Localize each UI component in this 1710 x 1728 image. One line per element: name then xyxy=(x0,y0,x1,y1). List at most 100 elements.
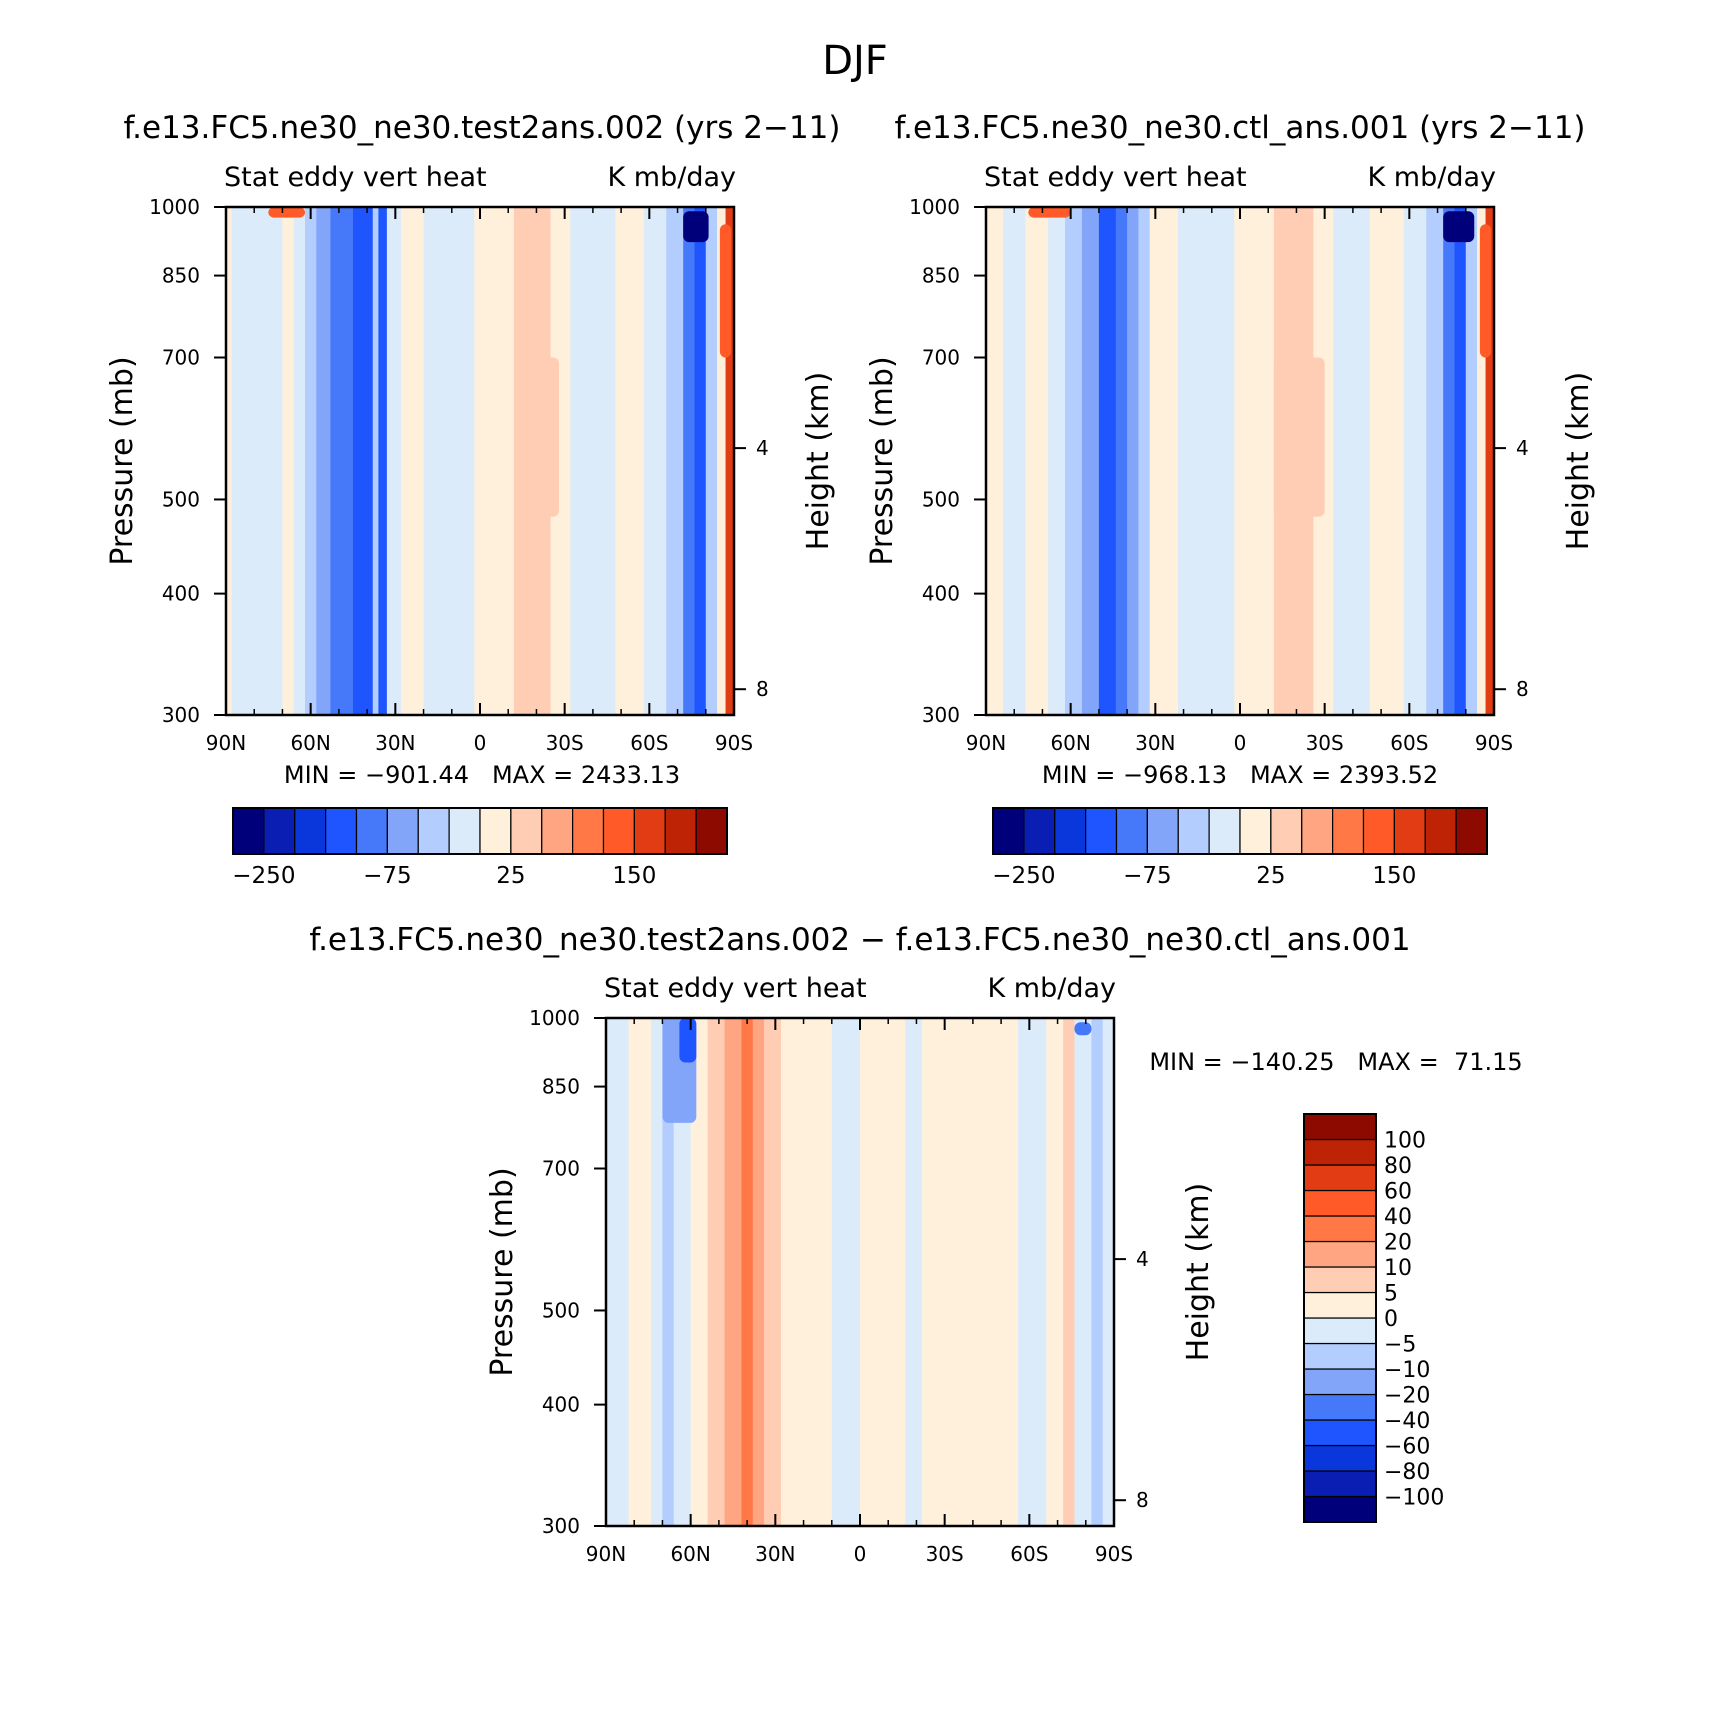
figure-title: DJF xyxy=(822,38,888,84)
units-label: K mb/day xyxy=(988,973,1117,1004)
colorbar-label: 10 xyxy=(1384,1256,1412,1281)
colorbar-box xyxy=(572,807,605,855)
contour-band xyxy=(707,1018,726,1526)
colorbar-box xyxy=(1303,1444,1377,1472)
contour-band xyxy=(628,1018,652,1526)
contour-band xyxy=(330,207,354,715)
colorbar-box xyxy=(1332,807,1365,855)
colorbar-box xyxy=(1303,1495,1377,1523)
colorbar-box xyxy=(633,807,666,855)
panel-test2ans: f.e13.FC5.ne30_ne30.test2ans.002 (yrs 2−… xyxy=(105,110,840,889)
contour-band xyxy=(570,207,617,715)
colorbar-box xyxy=(1239,807,1272,855)
contour-band xyxy=(1443,207,1456,715)
contour-band xyxy=(378,207,388,715)
colorbar-box xyxy=(1303,1470,1377,1498)
contour-band xyxy=(1177,207,1207,715)
x-tick-label: 90S xyxy=(1095,1542,1133,1566)
colorbar-box xyxy=(1303,1368,1377,1396)
contour-band xyxy=(986,207,1004,715)
y-tick-label: 400 xyxy=(922,582,960,606)
units-label: K mb/day xyxy=(1368,162,1497,193)
contour-band xyxy=(1426,207,1444,715)
colorbar-label: 60 xyxy=(1384,1180,1412,1205)
colorbar-label: 5 xyxy=(1384,1282,1398,1307)
contour-band xyxy=(1234,207,1275,715)
colorbar-box xyxy=(1303,1291,1377,1319)
contour-band xyxy=(905,1018,923,1526)
y-tick-label: 500 xyxy=(162,487,200,511)
colorbar-label: −75 xyxy=(363,863,412,889)
colorbar-box xyxy=(1023,807,1056,855)
contour-band xyxy=(741,1018,754,1526)
variable-label: Stat eddy vert heat xyxy=(604,973,867,1004)
y-tick-label: 400 xyxy=(542,1393,580,1417)
contour-band xyxy=(400,207,425,715)
colorbar-box xyxy=(448,807,481,855)
contour-blob xyxy=(1479,224,1492,358)
colorbar-label: −60 xyxy=(1384,1435,1430,1460)
y-tick-label: 300 xyxy=(922,703,960,727)
contour-band xyxy=(764,1018,782,1526)
contour-band xyxy=(1091,1018,1104,1526)
x-tick-label: 0 xyxy=(1234,731,1247,755)
y2-axis-label: Height (km) xyxy=(801,372,836,551)
colorbar-box xyxy=(1303,1189,1377,1217)
y-axis-label: Pressure (mb) xyxy=(485,1167,520,1376)
y-tick-label: 1000 xyxy=(909,195,960,219)
colorbar-box xyxy=(1303,1342,1377,1370)
min-max-label: MIN = −140.25 MAX = 71.15 xyxy=(1149,1048,1522,1076)
panel-difference: f.e13.FC5.ne30_ne30.test2ans.002 − f.e13… xyxy=(309,922,1522,1566)
colorbar-box xyxy=(1270,807,1303,855)
colorbar-box xyxy=(1455,807,1488,855)
x-tick-label: 0 xyxy=(854,1542,867,1566)
contour-band xyxy=(254,207,284,715)
colorbar-label: −5 xyxy=(1384,1333,1416,1358)
y-axis-label: Pressure (mb) xyxy=(865,356,900,565)
y-axis-label: Pressure (mb) xyxy=(105,356,140,565)
y-tick-label: 850 xyxy=(542,1075,580,1099)
colorbar-label: −250 xyxy=(992,863,1055,889)
y2-axis-label: Height (km) xyxy=(1561,372,1596,551)
contour-band xyxy=(1048,207,1066,715)
y2-tick-label: 8 xyxy=(1516,677,1529,701)
contour-band xyxy=(1127,207,1139,715)
colorbar-box xyxy=(1301,807,1334,855)
x-tick-label: 90N xyxy=(586,1542,626,1566)
contour-band xyxy=(643,207,667,715)
x-tick-label: 30N xyxy=(375,731,415,755)
contour-band xyxy=(1403,207,1427,715)
x-tick-label: 30N xyxy=(755,1542,795,1566)
y-tick-label: 700 xyxy=(542,1156,580,1180)
y-tick-label: 850 xyxy=(162,264,200,288)
colorbar-box xyxy=(1424,807,1457,855)
colorbar-label: −20 xyxy=(1384,1384,1430,1409)
colorbar-box xyxy=(1303,1215,1377,1243)
colorbar-box xyxy=(541,807,574,855)
contour-band xyxy=(451,207,475,715)
contour-band xyxy=(651,1018,664,1526)
colorbar-label: 100 xyxy=(1384,1129,1426,1154)
contour-band xyxy=(1002,207,1027,715)
x-tick-label: 60S xyxy=(1010,1542,1048,1566)
contour-band xyxy=(1465,207,1478,715)
x-tick-label: 0 xyxy=(474,731,487,755)
colorbar-label: −100 xyxy=(1384,1486,1444,1511)
contour-band xyxy=(1369,207,1405,715)
x-tick-label: 30S xyxy=(1306,731,1344,755)
contour-band xyxy=(474,207,515,715)
contour-band xyxy=(316,207,332,715)
contour-band xyxy=(550,207,571,715)
x-tick-label: 60S xyxy=(1390,731,1428,755)
colorbar-label: 80 xyxy=(1384,1154,1412,1179)
contour-band xyxy=(1138,207,1151,715)
contour-band xyxy=(1477,207,1487,715)
contour-band xyxy=(683,207,696,715)
contour-band xyxy=(717,207,727,715)
y-tick-label: 400 xyxy=(162,582,200,606)
panel-title: f.e13.FC5.ne30_ne30.test2ans.002 (yrs 2−… xyxy=(124,110,841,146)
contour-band xyxy=(1115,207,1128,715)
contour-band xyxy=(423,207,453,715)
x-tick-label: 90N xyxy=(966,731,1006,755)
colorbar-box xyxy=(1146,807,1179,855)
